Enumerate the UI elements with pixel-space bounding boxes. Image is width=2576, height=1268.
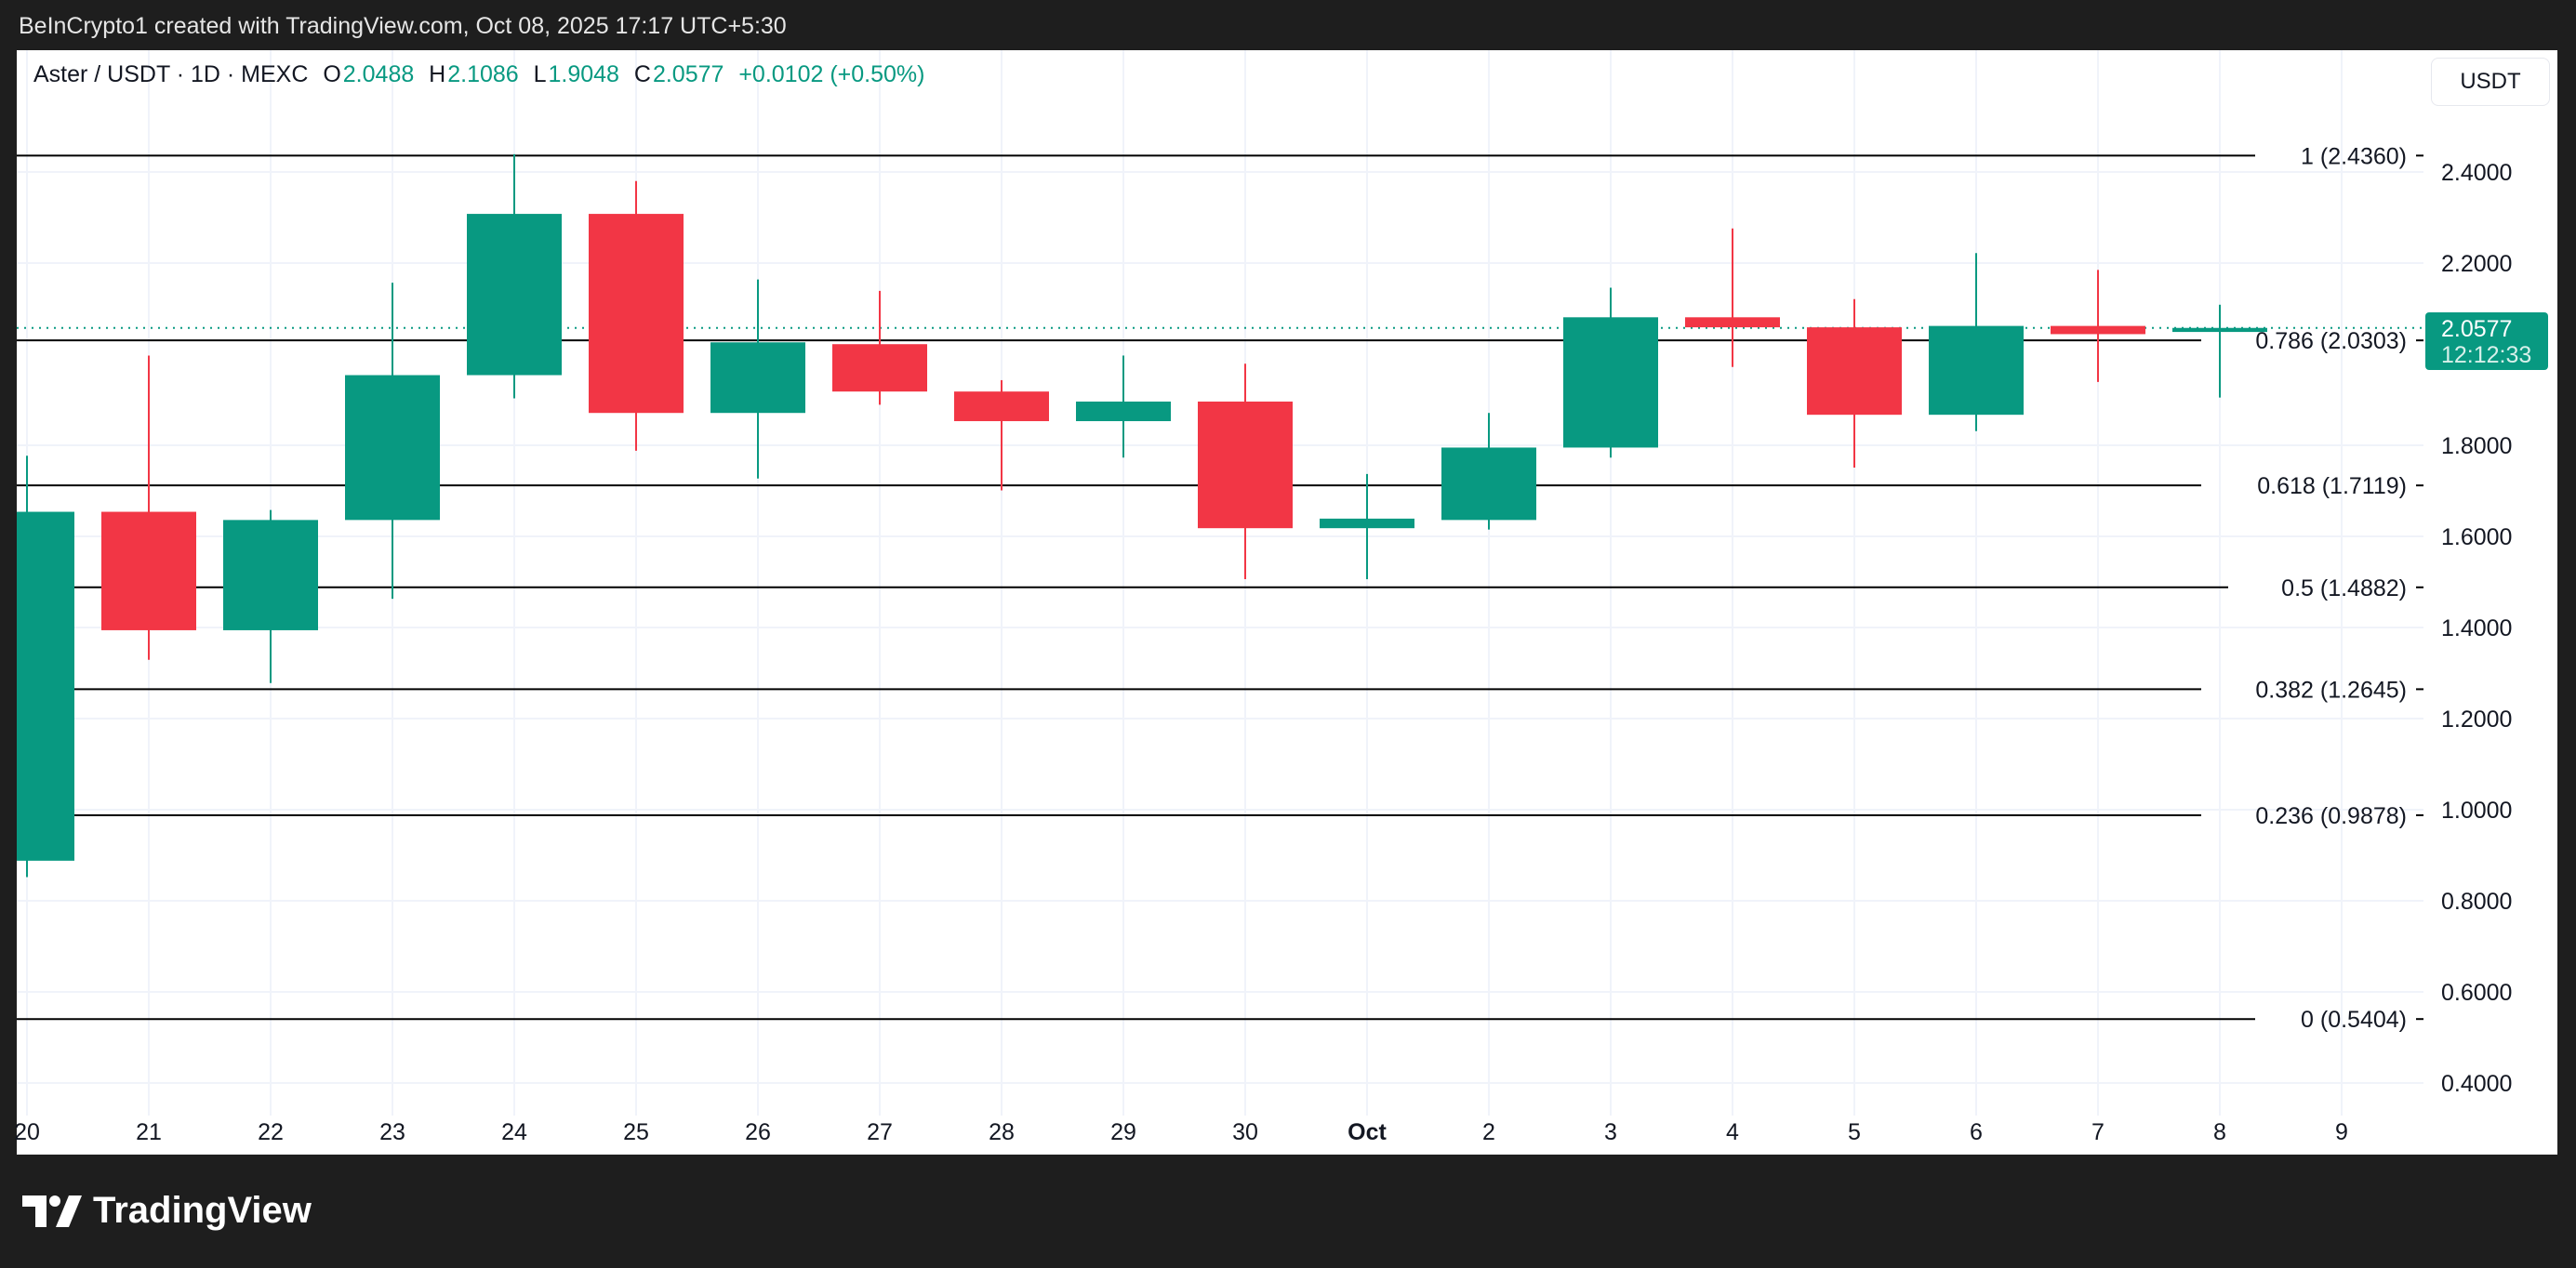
x-tick-label: 7 bbox=[2091, 1119, 2105, 1145]
candle-body[interactable] bbox=[1563, 317, 1658, 448]
x-tick-label: 9 bbox=[2335, 1119, 2348, 1145]
x-tick-label: 30 bbox=[1232, 1119, 1258, 1145]
y-tick-label: 2.2000 bbox=[2441, 251, 2512, 277]
y-tick-label: 0.8000 bbox=[2441, 889, 2512, 915]
x-tick-label: 27 bbox=[867, 1119, 893, 1145]
x-tick-label: 22 bbox=[258, 1119, 284, 1145]
chart-panel[interactable] bbox=[17, 50, 2557, 1155]
candle-body[interactable] bbox=[1198, 401, 1293, 529]
high-value: 2.1086 bbox=[447, 61, 519, 87]
tradingview-logo[interactable]: TradingView bbox=[22, 1190, 312, 1232]
x-tick-label: 26 bbox=[745, 1119, 771, 1145]
fib-level-label: 0.618 (1.7119) bbox=[2257, 473, 2407, 499]
candle-body[interactable] bbox=[101, 511, 196, 630]
candle-body[interactable] bbox=[2172, 327, 2267, 333]
x-tick-label: 2 bbox=[1482, 1119, 1495, 1145]
price-tag-countdown: 12:12:33 bbox=[2441, 342, 2531, 368]
candle-body[interactable] bbox=[345, 375, 440, 521]
y-tick-label: 1.4000 bbox=[2441, 615, 2512, 641]
x-tick-label: 25 bbox=[623, 1119, 649, 1145]
open-value: 2.0488 bbox=[342, 61, 415, 87]
x-tick-label: 24 bbox=[501, 1119, 527, 1145]
x-tick-label: 4 bbox=[1726, 1119, 1739, 1145]
x-tick-label: Oct bbox=[1348, 1119, 1387, 1145]
fib-level-label: 1 (2.4360) bbox=[2301, 143, 2407, 169]
x-tick-label: 6 bbox=[1970, 1119, 1983, 1145]
fib-level-label: 0.786 (2.0303) bbox=[2255, 328, 2407, 354]
x-tick-label: 3 bbox=[1604, 1119, 1617, 1145]
change-value: +0.0102 (+0.50%) bbox=[738, 61, 925, 87]
x-tick-label: 21 bbox=[136, 1119, 162, 1145]
y-tick-label: 1.6000 bbox=[2441, 524, 2512, 550]
x-tick-label: 20 bbox=[14, 1119, 40, 1145]
open-label: O bbox=[323, 61, 341, 87]
candle-body[interactable] bbox=[832, 344, 927, 392]
x-tick-label: 23 bbox=[379, 1119, 405, 1145]
candle-body[interactable] bbox=[1807, 327, 1902, 416]
candle-body[interactable] bbox=[223, 520, 318, 630]
symbol-name[interactable]: Aster / USDT · 1D · MEXC bbox=[33, 61, 309, 87]
x-tick-label: 5 bbox=[1848, 1119, 1861, 1145]
chart-credit: BeInCrypto1 created with TradingView.com… bbox=[19, 13, 787, 39]
candle-body[interactable] bbox=[1685, 317, 1780, 328]
y-tick-label: 1.2000 bbox=[2441, 707, 2512, 733]
x-tick-label: 28 bbox=[989, 1119, 1015, 1145]
candle-body[interactable] bbox=[0, 511, 74, 861]
price-tag-price: 2.0577 bbox=[2441, 316, 2512, 342]
y-tick-label: 1.0000 bbox=[2441, 798, 2512, 824]
candle-body[interactable] bbox=[467, 214, 562, 376]
y-tick-label: 0.6000 bbox=[2441, 980, 2512, 1006]
candle-body[interactable] bbox=[1076, 401, 1171, 422]
candle-body[interactable] bbox=[589, 214, 684, 414]
y-tick-label: 0.4000 bbox=[2441, 1071, 2512, 1097]
candles bbox=[0, 153, 2267, 878]
fib-level-label: 0.5 (1.4882) bbox=[2281, 575, 2407, 601]
currency-unit-button[interactable]: USDT bbox=[2431, 58, 2550, 106]
fib-level-label: 0.236 (0.9878) bbox=[2255, 803, 2407, 829]
close-label: C bbox=[633, 61, 651, 87]
fib-level-label: 0.382 (1.2645) bbox=[2255, 677, 2407, 703]
candle-body[interactable] bbox=[2051, 325, 2145, 335]
candle-body[interactable] bbox=[1929, 325, 2024, 416]
fib-level-label: 0 (0.5404) bbox=[2301, 1007, 2407, 1033]
high-label: H bbox=[429, 61, 446, 87]
low-value: 1.9048 bbox=[548, 61, 619, 87]
candle-body[interactable] bbox=[954, 391, 1049, 422]
candle-body[interactable] bbox=[710, 342, 805, 414]
tradingview-logo-text: TradingView bbox=[93, 1190, 312, 1231]
price-tag bbox=[2425, 312, 2548, 370]
low-label: L bbox=[533, 61, 547, 87]
tradingview-logo-icon bbox=[22, 1195, 82, 1227]
y-tick-label: 1.8000 bbox=[2441, 433, 2512, 459]
x-tick-label: 8 bbox=[2213, 1119, 2226, 1145]
y-tick-label: 2.4000 bbox=[2441, 160, 2512, 186]
symbol-legend: Aster / USDT · 1D · MEXC O2.0488 H2.1086… bbox=[33, 61, 926, 88]
candle-body[interactable] bbox=[1441, 447, 1536, 521]
close-value: 2.0577 bbox=[652, 61, 724, 87]
candle-body[interactable] bbox=[1320, 518, 1414, 529]
x-tick-label: 29 bbox=[1110, 1119, 1136, 1145]
